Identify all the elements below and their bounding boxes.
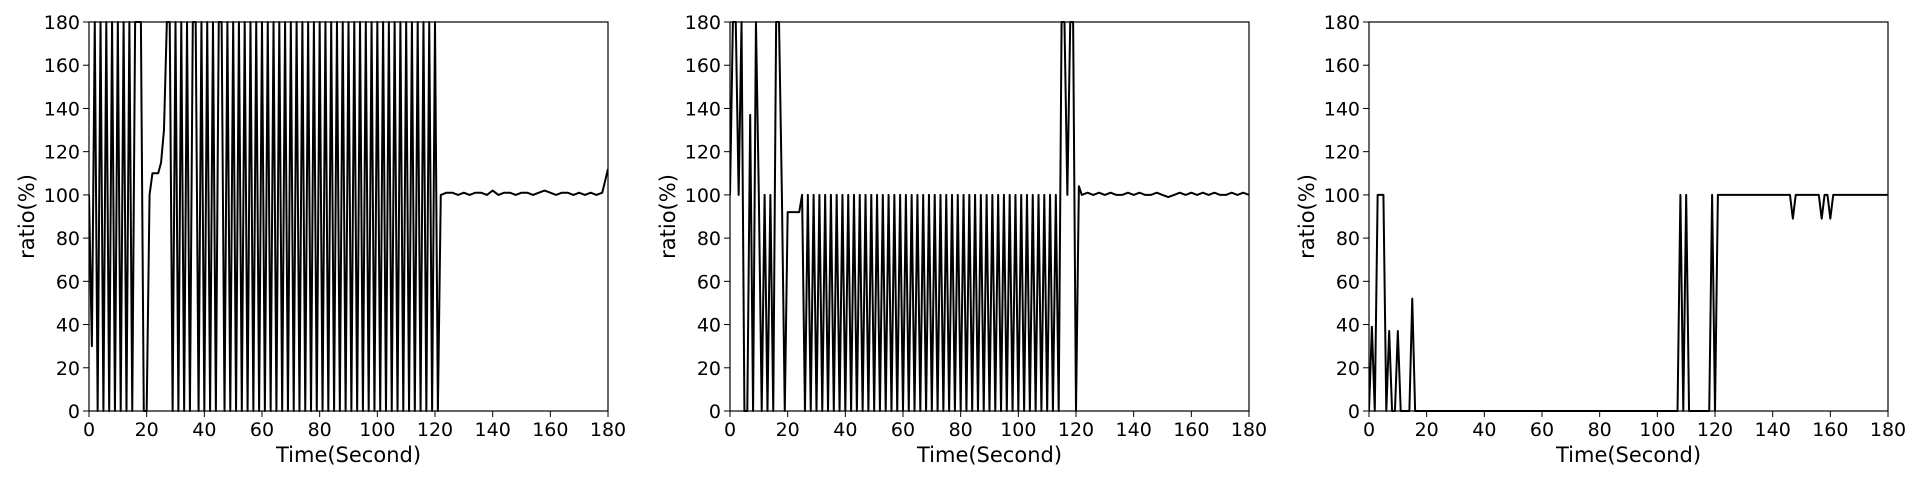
- y-tick-label: 80: [56, 228, 80, 250]
- y-axis-label: ratio(%): [1295, 174, 1319, 259]
- y-tick-label: 180: [685, 12, 721, 34]
- x-tick-label: 40: [192, 419, 216, 441]
- x-tick-label: 0: [724, 419, 736, 441]
- x-tick-label: 0: [83, 419, 95, 441]
- x-tick-label: 180: [1870, 419, 1906, 441]
- x-tick-label: 140: [1116, 419, 1152, 441]
- axes-frame: [88, 21, 609, 412]
- y-tick-label: 40: [1336, 315, 1360, 337]
- y-tick-label: 20: [56, 358, 80, 380]
- y-tick-label: 160: [1324, 55, 1360, 77]
- y-tick-label: 100: [685, 185, 721, 207]
- y-tick-label: 40: [56, 315, 80, 337]
- y-tick-label: 0: [709, 401, 721, 423]
- x-tick-label: 100: [359, 419, 395, 441]
- x-tick-label: 140: [475, 419, 511, 441]
- x-tick-label: 40: [833, 419, 857, 441]
- y-tick-label: 60: [56, 271, 80, 293]
- x-tick-label: 80: [308, 419, 332, 441]
- data-line: [1369, 193, 1888, 412]
- y-tick-label: 0: [68, 401, 80, 423]
- y-tick-label: 180: [1324, 12, 1360, 34]
- x-tick-label: 0: [1363, 419, 1375, 441]
- y-tick-label: 60: [697, 271, 721, 293]
- y-tick-label: 140: [1324, 98, 1360, 120]
- x-tick-label: 160: [1173, 419, 1209, 441]
- x-tick-label: 120: [417, 419, 453, 441]
- x-tick-label: 100: [1639, 419, 1675, 441]
- y-tick-label: 60: [1336, 271, 1360, 293]
- y-tick-label: 0: [1348, 401, 1360, 423]
- x-tick-label: 80: [1588, 419, 1612, 441]
- x-tick-label: 180: [1231, 419, 1267, 441]
- x-tick-label: 140: [1755, 419, 1791, 441]
- x-tick-label: 120: [1697, 419, 1733, 441]
- x-axis-label: Time(Second): [1555, 443, 1701, 467]
- x-tick-label: 100: [1000, 419, 1036, 441]
- y-tick-label: 20: [1336, 358, 1360, 380]
- x-tick-label: 20: [1415, 419, 1439, 441]
- x-tick-label: 40: [1472, 419, 1496, 441]
- x-tick-label: 60: [250, 419, 274, 441]
- x-tick-label: 160: [1812, 419, 1848, 441]
- y-tick-label: 40: [697, 315, 721, 337]
- y-tick-label: 140: [685, 98, 721, 120]
- y-tick-label: 80: [1336, 228, 1360, 250]
- x-tick-label: 80: [949, 419, 973, 441]
- data-line: [89, 21, 608, 412]
- x-axis-label: Time(Second): [275, 443, 421, 467]
- x-tick-label: 160: [532, 419, 568, 441]
- y-axis-label: ratio(%): [15, 174, 39, 259]
- x-tick-label: 20: [135, 419, 159, 441]
- y-tick-label: 120: [44, 142, 80, 164]
- x-tick-label: 60: [1530, 419, 1554, 441]
- y-tick-label: 140: [44, 98, 80, 120]
- axes-frame: [729, 21, 1250, 412]
- y-axis-label: ratio(%): [656, 174, 680, 259]
- axes-frame: [1368, 21, 1889, 412]
- x-axis-label: Time(Second): [916, 443, 1062, 467]
- data-line: [730, 21, 1249, 412]
- y-tick-label: 100: [44, 185, 80, 207]
- x-tick-label: 60: [891, 419, 915, 441]
- x-tick-label: 20: [776, 419, 800, 441]
- x-tick-label: 120: [1058, 419, 1094, 441]
- y-tick-label: 100: [1324, 185, 1360, 207]
- y-tick-label: 160: [685, 55, 721, 77]
- y-tick-label: 120: [1324, 142, 1360, 164]
- y-tick-label: 180: [44, 12, 80, 34]
- y-tick-label: 120: [685, 142, 721, 164]
- x-tick-label: 180: [590, 419, 626, 441]
- y-tick-label: 160: [44, 55, 80, 77]
- y-tick-label: 20: [697, 358, 721, 380]
- y-tick-label: 80: [697, 228, 721, 250]
